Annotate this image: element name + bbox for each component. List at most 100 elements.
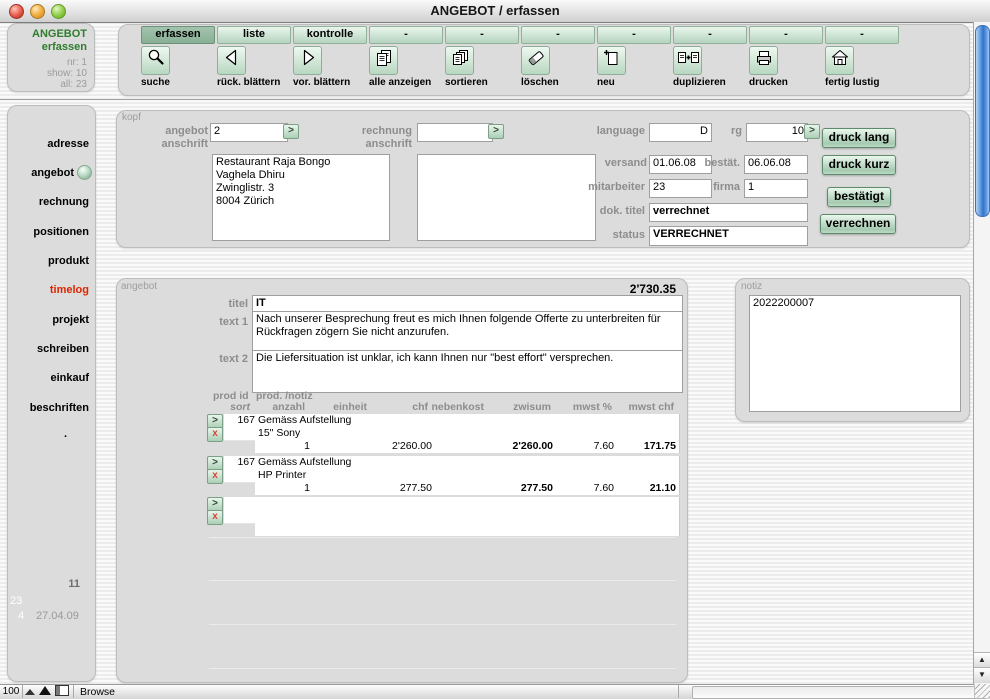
druck-lang-button[interactable]: druck lang xyxy=(822,128,896,148)
sortieren-button[interactable] xyxy=(445,46,474,75)
dok-titel-field[interactable]: verrechnet xyxy=(649,203,808,222)
rechnung-nr-field[interactable] xyxy=(417,123,493,142)
notiz-field[interactable]: 2022200007 xyxy=(749,295,961,412)
sidebar-item-positionen[interactable]: positionen xyxy=(33,225,89,238)
row3-einheit-cell[interactable] xyxy=(310,523,374,536)
tab-placeholder-4[interactable]: - xyxy=(369,26,443,44)
sidebar-item-projekt[interactable]: projekt xyxy=(52,313,89,326)
neu-button[interactable] xyxy=(597,46,626,75)
horizontal-scrollbar-track[interactable] xyxy=(692,686,987,699)
row3-chf-cell[interactable] xyxy=(370,523,436,536)
bestaetigt-button[interactable]: bestätigt xyxy=(827,187,891,207)
rg-field[interactable]: 10 xyxy=(746,123,808,142)
sidebar-item-beschriften[interactable]: beschriften xyxy=(29,401,89,414)
scroll-down-button[interactable]: ▼ xyxy=(974,667,990,683)
druck-kurz-button[interactable]: druck kurz xyxy=(822,155,896,175)
angebot-nr-field[interactable]: 2 xyxy=(210,123,288,142)
row1-anzahl-cell[interactable]: 1 xyxy=(255,440,314,453)
rueck-blaettern-button[interactable] xyxy=(217,46,246,75)
sortieren-label: sortieren xyxy=(445,77,488,88)
row2-prod-id-cell[interactable]: 167 xyxy=(224,456,259,470)
vertical-scrollbar[interactable]: ▲ ▼ xyxy=(973,22,990,684)
row1-prod-id-cell[interactable]: 167 xyxy=(224,414,259,428)
row3-zwisum-cell xyxy=(487,523,557,536)
vor-blaettern-button[interactable] xyxy=(293,46,322,75)
zoom-in-button[interactable] xyxy=(37,686,52,698)
row2-nebenkost-cell[interactable] xyxy=(432,482,491,495)
status-field[interactable]: VERRECHNET xyxy=(649,226,808,246)
zoom-out-button[interactable] xyxy=(23,686,36,698)
row2-sort-cell[interactable] xyxy=(224,469,259,483)
row1-mwst-pct-cell[interactable]: 7.60 xyxy=(553,440,618,453)
sidebar-item-produkt[interactable]: produkt xyxy=(48,254,89,267)
row2-chf-cell[interactable]: 277.50 xyxy=(370,482,436,495)
mode-popup[interactable]: Browse xyxy=(80,686,116,698)
sidebar-item-timelog[interactable]: timelog xyxy=(49,283,89,296)
versand-field[interactable]: 01.06.08 xyxy=(649,155,712,174)
row1-produkt-cell[interactable]: Gemäss Aufstellung xyxy=(255,414,680,428)
row1-sort-cell[interactable] xyxy=(224,427,259,441)
row2-einheit-cell[interactable] xyxy=(310,482,374,495)
sidebar-item-einkauf[interactable]: einkauf xyxy=(50,371,89,384)
row2-delete-button[interactable]: x xyxy=(207,469,223,484)
row3-delete-button[interactable]: x xyxy=(207,510,223,525)
row3-sort-cell[interactable] xyxy=(224,510,259,524)
row1-delete-button[interactable]: x xyxy=(207,427,223,442)
text1-field[interactable]: Nach unserer Besprechung freut es mich I… xyxy=(252,311,683,353)
rechnung-go-button[interactable]: > xyxy=(488,124,504,139)
row3-anzahl-cell[interactable] xyxy=(255,523,314,536)
row3-mwst-pct-cell[interactable] xyxy=(553,523,618,536)
row3-notiz-cell[interactable] xyxy=(255,510,680,524)
angebot-go-button[interactable]: > xyxy=(283,124,299,139)
row2-mwst-pct-cell[interactable]: 7.60 xyxy=(553,482,618,495)
row3-prod-id-cell[interactable] xyxy=(224,497,259,511)
row1-einheit-cell[interactable] xyxy=(310,440,374,453)
loeschen-button[interactable] xyxy=(521,46,550,75)
rechnung-anschrift-field[interactable] xyxy=(417,154,596,241)
close-window-button[interactable] xyxy=(9,4,24,19)
tab-placeholder-7[interactable]: - xyxy=(597,26,671,44)
zoom-window-button[interactable] xyxy=(51,4,66,19)
tab-placeholder-5[interactable]: - xyxy=(445,26,519,44)
firma-field[interactable]: 1 xyxy=(744,179,808,198)
sidebar-item-schreiben[interactable]: schreiben xyxy=(37,342,89,355)
tab-kontrolle[interactable]: kontrolle xyxy=(293,26,367,44)
row2-notiz-cell[interactable]: HP Printer xyxy=(255,469,680,483)
row1-nebenkost-cell[interactable] xyxy=(432,440,491,453)
row3-nebenkost-cell[interactable] xyxy=(432,523,491,536)
row1-notiz-cell[interactable]: 15" Sony xyxy=(255,427,680,441)
fertig-lustig-button[interactable] xyxy=(825,46,854,75)
tab-liste[interactable]: liste xyxy=(217,26,291,44)
resize-grip[interactable] xyxy=(974,684,990,698)
row3-produkt-cell[interactable] xyxy=(255,497,680,511)
bestaet-field[interactable]: 06.06.08 xyxy=(744,155,808,174)
sidebar-item-dot[interactable]: . xyxy=(63,427,67,440)
rg-go-button[interactable]: > xyxy=(804,124,820,139)
row2-produkt-cell[interactable]: Gemäss Aufstellung xyxy=(255,456,680,470)
tab-placeholder-8[interactable]: - xyxy=(673,26,747,44)
tab-placeholder-10[interactable]: - xyxy=(825,26,899,44)
zoom-percent-box[interactable]: 100 xyxy=(0,685,23,698)
verrechnen-button[interactable]: verrechnen xyxy=(820,214,896,234)
tab-erfassen[interactable]: erfassen xyxy=(141,26,215,44)
text2-field[interactable]: Die Liefersituation ist unklar, ich kann… xyxy=(252,350,683,393)
tab-placeholder-9[interactable]: - xyxy=(749,26,823,44)
sidebar-item-rechnung[interactable]: rechnung xyxy=(38,195,89,208)
drucken-button[interactable] xyxy=(749,46,778,75)
toggle-status-area-button[interactable] xyxy=(54,685,70,698)
duplizieren-button[interactable] xyxy=(673,46,702,75)
alle-anzeigen-button[interactable] xyxy=(369,46,398,75)
minimize-window-button[interactable] xyxy=(30,4,45,19)
row2-anzahl-cell[interactable]: 1 xyxy=(255,482,314,495)
sidebar-item-adresse[interactable]: adresse xyxy=(47,137,89,150)
row2-go-button[interactable]: > xyxy=(207,456,223,471)
suche-button[interactable] xyxy=(141,46,170,75)
scroll-up-button[interactable]: ▲ xyxy=(974,652,990,668)
anschrift-field[interactable]: Restaurant Raja Bongo Vaghela Dhiru Zwin… xyxy=(212,154,390,241)
sidebar-item-angebot[interactable]: angebot xyxy=(8,165,92,180)
tab-placeholder-6[interactable]: - xyxy=(521,26,595,44)
mitarbeiter-field[interactable]: 23 xyxy=(649,179,712,198)
row1-chf-cell[interactable]: 2'260.00 xyxy=(370,440,436,453)
language-field[interactable]: D xyxy=(649,123,712,142)
vertical-scrollbar-thumb[interactable] xyxy=(975,25,990,217)
